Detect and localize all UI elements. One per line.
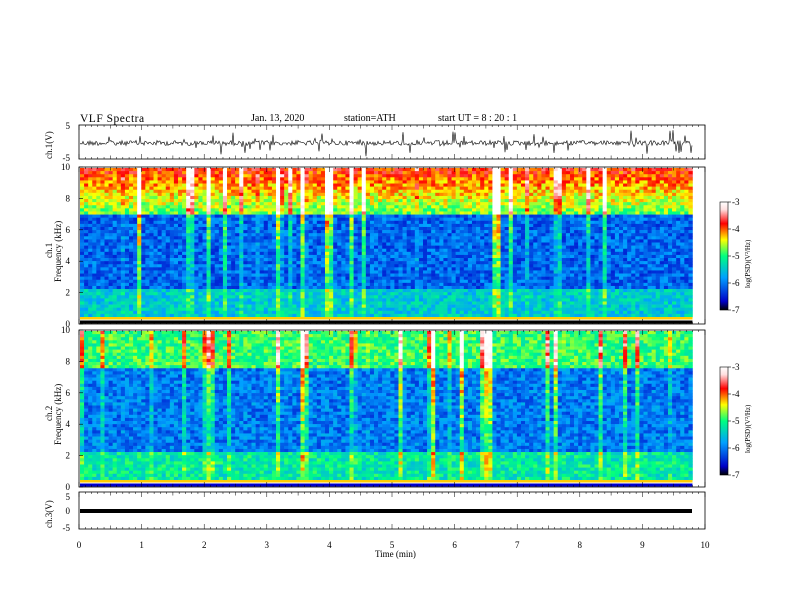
colorbar-tick-label: -5 [732, 416, 740, 426]
ch1-voltage-axis-label: ch.1(V) [44, 131, 54, 159]
spectrogram-ytick-label: 10 [61, 162, 71, 172]
ch1-waveform-panel [78, 124, 706, 160]
spectrogram-ytick-label: 0 [66, 319, 71, 329]
xtick-label: 5 [390, 540, 395, 550]
figure-title: VLF Spectra [80, 113, 145, 125]
colorbar-tick-label: -7 [732, 305, 740, 315]
colorbar-tick-label: -7 [732, 470, 740, 480]
ch1-waveform-line [79, 130, 693, 157]
xtick-label: 7 [515, 540, 520, 550]
ch3-ytick-label: -5 [63, 523, 71, 533]
xtick-label: 0 [77, 540, 82, 550]
spectrogram-ytick-label: 8 [66, 356, 71, 366]
spectrogram-ytick-label: 10 [61, 325, 71, 335]
station-label: station=ATH [344, 113, 396, 124]
ch3-waveform-panel [78, 491, 706, 530]
spectrogram-ytick-label: 2 [66, 288, 71, 298]
ch1-colorbar [719, 201, 729, 311]
start-time-label: start UT = 8 : 20 : 1 [438, 113, 518, 124]
colorbar-tick-label: -3 [732, 197, 740, 207]
ch3-voltage-axis-label: ch.3(V) [44, 500, 54, 528]
ch1-spectrogram-axis-label-2: Frequency (kHz) [53, 220, 63, 282]
ch1-spectrogram-image [80, 168, 693, 324]
spectrogram-ytick-label: 0 [66, 482, 71, 492]
xtick-label: 10 [701, 540, 711, 550]
colorbar-tick-label: -4 [732, 389, 740, 399]
colorbar-tick-label: -4 [732, 224, 740, 234]
spectrogram-ytick-label: 6 [66, 388, 71, 398]
spectrogram-ytick-label: 6 [66, 225, 71, 235]
ch2-spectrogram-axis-label-2: Frequency (kHz) [53, 383, 63, 445]
colorbar-tick-label: -6 [732, 278, 740, 288]
colorbar-tick-label: -3 [732, 362, 740, 372]
xtick-label: 3 [265, 540, 270, 550]
xtick-label: 1 [139, 540, 144, 550]
xtick-label: 2 [202, 540, 207, 550]
xtick-label: 4 [327, 540, 332, 550]
ch3-ytick-label: 0 [66, 506, 71, 516]
ch1-spectrogram-panel [78, 166, 706, 325]
ch2-colorbar [719, 366, 729, 476]
xtick-label: 8 [578, 540, 583, 550]
date-label: Jan. 13, 2020 [251, 113, 305, 124]
spectrogram-ytick-label: 4 [66, 419, 71, 429]
spectrogram-ytick-label: 8 [66, 193, 71, 203]
spectrogram-ytick-label: 4 [66, 256, 71, 266]
xtick-label: 6 [452, 540, 457, 550]
ch2-spectrogram-image [80, 331, 693, 487]
spectrogram-ytick-label: 2 [66, 451, 71, 461]
xtick-label: 9 [640, 540, 645, 550]
x-axis-label: Time (min) [375, 549, 416, 559]
colorbar-tick-label: -5 [732, 251, 740, 261]
ch1-ytick-label: 5 [66, 121, 71, 131]
ch3-ytick-label: 5 [66, 492, 71, 502]
ch1-colorbar-label: log(PSD)(V²/Hz) [744, 239, 752, 288]
ch2-spectrogram-panel [78, 329, 706, 488]
ch1-ytick-label: -5 [63, 153, 71, 163]
ch2-colorbar-label: log(PSD)(V²/Hz) [744, 404, 752, 453]
colorbar-tick-label: -6 [732, 443, 740, 453]
